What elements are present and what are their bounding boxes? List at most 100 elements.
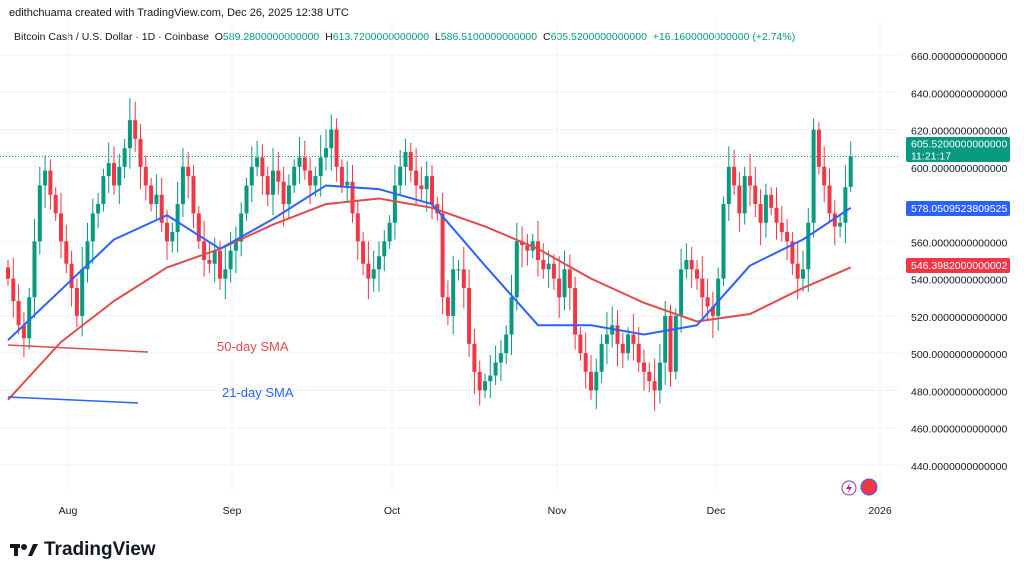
change-value: +16.1600000000000 (+2.74%) bbox=[652, 31, 796, 43]
candle-body bbox=[769, 194, 774, 208]
candle-body bbox=[244, 185, 249, 214]
time-axis[interactable]: Aug Sep Oct Nov Dec 2026 bbox=[59, 505, 892, 517]
candle-body bbox=[424, 176, 429, 190]
candle-body bbox=[233, 241, 238, 251]
y-tick-label: 480.0000000000000 bbox=[911, 386, 1008, 398]
candle-body bbox=[170, 232, 175, 242]
sma21-annotation[interactable]: 21-day SMA bbox=[222, 385, 294, 400]
candle-body bbox=[207, 259, 212, 264]
chart-credit: edithchuama created with TradingView.com… bbox=[9, 7, 349, 19]
candle-body bbox=[801, 269, 805, 279]
candle-body bbox=[594, 371, 599, 391]
candle-body bbox=[684, 259, 689, 270]
y-tick-label: 620.0000000000000 bbox=[911, 126, 1008, 138]
y-tick-label: 600.0000000000000 bbox=[911, 163, 1008, 175]
candle-body bbox=[700, 278, 705, 298]
candle-body bbox=[302, 157, 307, 171]
sma21-value: 578.0509523809525 bbox=[911, 203, 1008, 215]
open-label: O bbox=[214, 31, 223, 43]
candle-body bbox=[339, 166, 344, 186]
candle-body bbox=[705, 297, 710, 307]
candle-body bbox=[27, 297, 32, 339]
candle-body bbox=[334, 129, 339, 167]
candle-body bbox=[324, 148, 328, 158]
candle-body bbox=[265, 176, 270, 195]
candle-body bbox=[21, 325, 26, 339]
candle-body bbox=[742, 176, 747, 214]
candle-body bbox=[514, 241, 519, 298]
tradingview-logo[interactable]: TradingView bbox=[10, 539, 156, 561]
candle-body bbox=[260, 157, 265, 177]
candle-body bbox=[228, 250, 233, 270]
high-value: 613.7200000000000 bbox=[332, 31, 430, 43]
candle-body bbox=[371, 269, 376, 279]
price-axis[interactable]: 660.0000000000000 640.0000000000000 620.00… bbox=[911, 51, 1008, 473]
candle-body bbox=[366, 263, 371, 279]
sma21-price-tag bbox=[906, 201, 1010, 216]
candle-body bbox=[212, 250, 217, 264]
candle-body bbox=[652, 381, 657, 391]
y-tick-label: 660.0000000000000 bbox=[911, 51, 1008, 63]
sma50-annotation-line[interactable] bbox=[7, 344, 149, 353]
sma50-annotation[interactable]: 50-day SMA bbox=[217, 339, 289, 354]
candle-body bbox=[573, 287, 578, 335]
candle-body bbox=[785, 232, 790, 242]
candle-body bbox=[636, 343, 641, 363]
candle-body bbox=[832, 213, 837, 227]
candle-body bbox=[249, 166, 254, 186]
candle-body bbox=[149, 185, 154, 205]
last-price: 605.5200000000000 bbox=[911, 139, 1008, 151]
candle-body bbox=[403, 151, 408, 167]
candle-body bbox=[779, 222, 784, 233]
candle-body bbox=[599, 343, 604, 372]
candle-body bbox=[626, 334, 631, 354]
candle-body bbox=[822, 166, 827, 186]
candle-body bbox=[668, 315, 673, 372]
candle-body bbox=[138, 138, 143, 167]
candle-body bbox=[80, 269, 85, 316]
candle-body bbox=[504, 334, 509, 354]
us-flag-icon[interactable] bbox=[860, 478, 878, 496]
candle-body bbox=[159, 194, 164, 223]
candle-body bbox=[53, 194, 58, 214]
candle-body bbox=[127, 120, 132, 149]
x-tick-label: Dec bbox=[707, 505, 726, 517]
candle-body bbox=[37, 185, 42, 242]
candle-body bbox=[557, 278, 562, 298]
symbol-name[interactable]: Bitcoin Cash / U.S. Dollar · 1D · Coinba… bbox=[14, 31, 209, 43]
y-tick-label: 640.0000000000000 bbox=[911, 88, 1008, 100]
candle-body bbox=[541, 259, 546, 270]
candle-body bbox=[673, 315, 678, 372]
candle-body bbox=[536, 241, 540, 260]
candle-body bbox=[329, 129, 334, 149]
candle-body bbox=[816, 129, 821, 167]
candle-body bbox=[408, 151, 413, 171]
candle-body bbox=[509, 297, 514, 335]
candle-body bbox=[202, 241, 207, 260]
candle-body bbox=[721, 204, 726, 279]
price-chart[interactable]: 50-day SMA 21-day SMA 660.00000000000006… bbox=[0, 20, 1024, 530]
sma21-annotation-line[interactable] bbox=[7, 396, 139, 404]
candle-body bbox=[350, 181, 355, 214]
candle-body bbox=[74, 287, 79, 316]
candle-body bbox=[679, 269, 684, 316]
lightning-glyph bbox=[846, 483, 852, 493]
candle-body bbox=[180, 166, 185, 205]
candle-body bbox=[355, 213, 360, 242]
candle-body bbox=[567, 269, 572, 288]
candle-body bbox=[737, 185, 742, 214]
x-tick-label: Oct bbox=[384, 505, 400, 517]
grid bbox=[0, 20, 900, 490]
last-price-tag bbox=[906, 137, 1010, 162]
y-tick-label: 520.0000000000000 bbox=[911, 312, 1008, 324]
candle-body bbox=[710, 306, 715, 316]
candle-body bbox=[726, 166, 731, 205]
candle-body bbox=[59, 213, 63, 242]
sma50-price-tag bbox=[906, 258, 1010, 273]
event-icons[interactable] bbox=[841, 478, 878, 496]
candle-body bbox=[96, 204, 101, 214]
candle-body bbox=[106, 163, 111, 177]
candle-body bbox=[620, 343, 625, 354]
candle-body bbox=[472, 343, 477, 372]
candle-body bbox=[11, 278, 16, 301]
